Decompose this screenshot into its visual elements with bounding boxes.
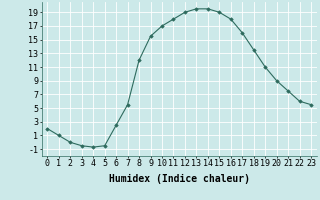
X-axis label: Humidex (Indice chaleur): Humidex (Indice chaleur) [109, 174, 250, 184]
